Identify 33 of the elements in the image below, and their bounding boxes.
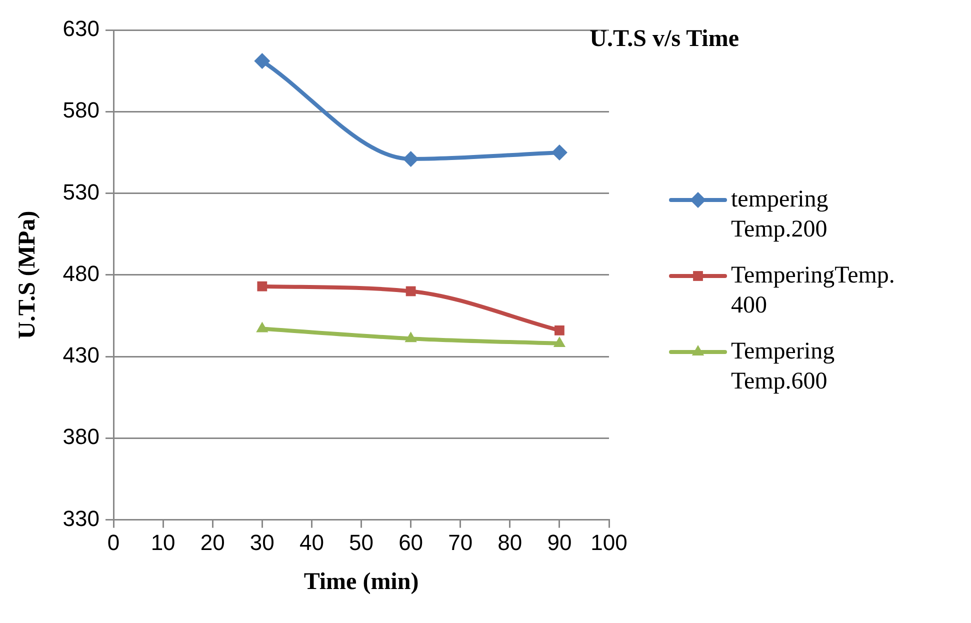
point [402,150,419,167]
x-tick-label: 0 [107,530,120,556]
x-axis-title: Time (min) [304,568,419,595]
legend-label: TemperingTemp.400 [731,262,895,318]
x-tick-label: 30 [250,530,274,556]
y-tick-label: 330 [62,506,100,531]
y-tick-label: 630 [62,16,100,42]
x-tick-label: 60 [398,530,424,556]
point [256,322,268,332]
point [406,286,416,296]
x-tick-label: 40 [299,530,324,556]
point [257,281,268,292]
text: U.T.S v/s Time [590,26,740,52]
y-tick-label: 430 [62,342,100,368]
x-tick-label: 100 [590,530,628,556]
x-tick-label: 90 [547,530,572,556]
point [551,144,568,160]
y-tick-label: 380 [62,424,100,450]
legend-label: Tempering Temp.600 [731,338,835,394]
point [404,332,417,342]
point [553,336,566,347]
x-tick-label: 80 [498,530,522,556]
x-tick-label: 10 [150,530,176,556]
point [554,325,564,336]
y-axis-title: U.T.S (MPa) [14,210,41,339]
y-tick-label: 580 [62,98,100,123]
x-tick-label: 70 [448,530,473,556]
y-tick-label: 530 [62,179,100,204]
legend-label: tempering Temp.200 [731,186,828,242]
x-tick-label: 50 [349,530,374,556]
x-tick-label: 20 [200,530,225,556]
y-tick-label: 480 [62,260,100,286]
point [254,53,270,70]
